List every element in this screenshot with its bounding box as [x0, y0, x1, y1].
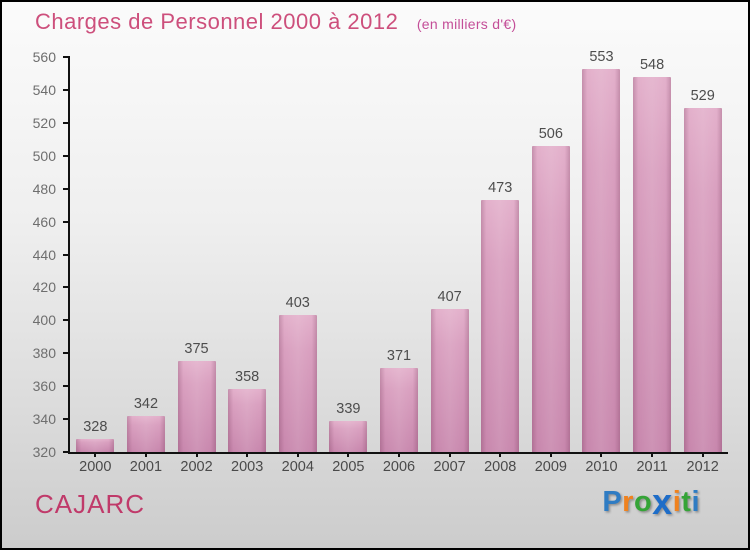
y-tick-mark: [63, 187, 70, 190]
y-tick-label: 520: [32, 114, 56, 131]
y-tick-label: 440: [32, 246, 56, 263]
x-tick-mark: [448, 452, 451, 457]
y-tick-label: 380: [32, 345, 56, 362]
bar-value-label: 553: [589, 48, 614, 65]
y-tick-label: 340: [32, 411, 56, 428]
y-tick-label: 460: [32, 213, 56, 230]
bar-value-label: 407: [437, 288, 462, 305]
y-tick-mark: [63, 154, 70, 157]
bar: [380, 368, 418, 452]
x-tick-label: 2004: [281, 459, 314, 475]
y-tick-mark: [63, 451, 70, 453]
x-tick-mark: [499, 452, 502, 457]
logo-letter: P: [602, 486, 623, 518]
x-tick-mark: [347, 452, 350, 457]
bar: [430, 308, 469, 452]
bar-value-label: 548: [639, 56, 665, 73]
x-tick-label: 2000: [79, 459, 112, 475]
bar: [582, 68, 621, 452]
x-tick-mark: [94, 452, 97, 457]
bar: [329, 420, 368, 452]
y-tick-mark: [63, 56, 70, 58]
chart-subtitle: (en milliers d'€): [416, 16, 517, 32]
bar: [177, 361, 216, 452]
x-tick-mark: [600, 452, 603, 457]
y-tick-label: 360: [32, 378, 56, 395]
y-tick-mark: [63, 88, 70, 91]
y-tick-label: 540: [32, 81, 56, 98]
x-tick-mark: [195, 452, 198, 457]
y-tick-mark: [63, 352, 70, 355]
x-tick-label: 2003: [231, 459, 264, 475]
x-tick-label: 2007: [433, 459, 466, 475]
bar-value-label: 339: [336, 400, 361, 417]
logo-letter: i: [691, 486, 700, 518]
logo-letter: o: [633, 486, 653, 518]
y-tick-label: 500: [32, 147, 56, 164]
y-tick-label: 320: [32, 444, 56, 460]
x-tick-label: 2011: [636, 459, 668, 475]
y-tick-label: 420: [32, 279, 56, 296]
y-tick-label: 480: [32, 180, 56, 197]
place-name-label: CAJARC: [35, 489, 146, 519]
x-tick-mark: [398, 452, 400, 457]
y-tick-mark: [63, 385, 70, 388]
x-tick-mark: [296, 452, 299, 457]
y-tick-mark: [63, 253, 70, 256]
bar-value-label: 529: [690, 88, 715, 105]
y-tick-label: 560: [32, 49, 56, 65]
bar-value-label: 506: [538, 125, 563, 142]
x-tick-mark: [144, 452, 147, 457]
bar-value-label: 371: [386, 348, 412, 365]
x-tick-label: 2009: [534, 459, 567, 475]
x-tick-mark: [651, 452, 654, 457]
y-tick-mark: [63, 319, 70, 322]
bar: [531, 145, 570, 452]
x-tick-label: 2012: [686, 459, 719, 475]
bar-value-label: 403: [285, 295, 310, 312]
bar: [228, 389, 267, 452]
bar-value-label: 328: [83, 418, 108, 435]
logo-letter: i: [672, 486, 682, 518]
bar-value-label: 473: [488, 180, 513, 197]
y-tick-mark: [63, 220, 70, 223]
x-tick-mark: [701, 452, 704, 457]
x-tick-label: 2005: [332, 459, 365, 475]
y-tick-mark: [63, 418, 70, 421]
y-tick-mark: [63, 286, 70, 289]
bar: [633, 76, 672, 452]
bar: [126, 415, 165, 452]
x-tick-mark: [246, 452, 249, 457]
x-tick-label: 2008: [484, 459, 517, 475]
chart-header: Charges de Personnel 2000 à 2012 (en mil…: [35, 9, 516, 35]
y-tick-label: 400: [32, 312, 56, 329]
x-tick-mark: [549, 452, 552, 457]
bar-value-label: 358: [235, 369, 260, 386]
x-tick-label: 2006: [382, 459, 416, 475]
bar-value-label: 342: [133, 395, 159, 412]
x-tick-label: 2010: [585, 459, 618, 475]
x-tick-label: 2002: [180, 459, 213, 475]
bar-value-label: 375: [184, 341, 209, 358]
logo-letter: t: [681, 486, 692, 518]
bar-chart-plot-area: 320 340 360 380 400 420 440 460 480 500 520 540 560 3…: [33, 49, 728, 475]
bar: [481, 200, 520, 452]
logo-letter: r: [622, 486, 634, 518]
bar: [76, 438, 115, 452]
proxiti-logo[interactable]: Proxiti: [602, 481, 700, 522]
logo-letter: x: [652, 481, 673, 522]
chart-title: Charges de Personnel 2000 à 2012: [35, 9, 399, 34]
x-tick-label: 2001: [129, 459, 163, 475]
bar: [683, 108, 722, 452]
bar: [278, 315, 317, 452]
y-tick-mark: [63, 121, 70, 124]
